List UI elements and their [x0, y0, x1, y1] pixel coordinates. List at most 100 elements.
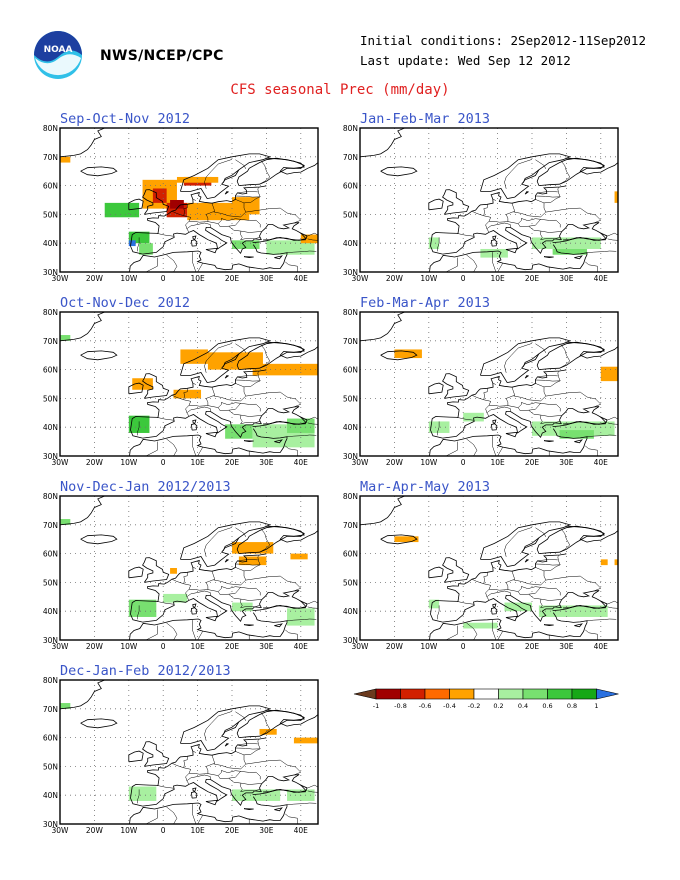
lon-tick-label: 10W: [120, 458, 138, 467]
lon-tick-label: 20W: [386, 458, 404, 467]
lon-tick-label: 20E: [225, 274, 240, 283]
anomaly-cell: [60, 156, 71, 163]
coastlines: [360, 312, 618, 456]
anomaly-cell: [552, 248, 588, 255]
lon-tick-label: 20W: [386, 274, 404, 283]
map-panel-djf: Dec-Jan-Feb 2012/2013 30W 20W 10W 0 10E 20E 30…: [30, 660, 330, 840]
anomaly-layer: [60, 519, 315, 626]
lon-tick-label: 30W: [352, 642, 370, 651]
colorbar-segment: [424, 688, 450, 700]
lat-tick-label: 40N: [43, 607, 58, 616]
lat-tick-label: 30N: [43, 452, 58, 461]
anomaly-cell: [163, 593, 188, 603]
lon-tick-label: 10W: [420, 274, 438, 283]
lon-tick-label: 20E: [525, 642, 540, 651]
anomaly-cell: [176, 176, 219, 183]
lon-tick-label: 30E: [259, 826, 274, 835]
anomaly-layer: [60, 156, 318, 255]
lat-tick-label: 60N: [343, 550, 358, 559]
lat-tick-label: 30N: [343, 452, 358, 461]
anomaly-cell: [463, 622, 498, 629]
lon-tick-label: 20W: [386, 642, 404, 651]
lat-tick-label: 70N: [343, 521, 358, 530]
lon-tick-label: 30E: [259, 458, 274, 467]
coastlines: [360, 496, 618, 640]
lon-tick-label: 10E: [490, 274, 505, 283]
anomaly-cell: [287, 418, 315, 433]
colorbar-segment: [571, 688, 597, 700]
colorbar-label: 0.8: [567, 702, 577, 710]
lat-tick-label: 70N: [343, 153, 358, 162]
graticule: [360, 496, 618, 640]
lon-tick-label: 30W: [52, 274, 70, 283]
panel-title: Jan-Feb-Mar 2013: [360, 111, 491, 127]
lat-tick-label: 60N: [343, 182, 358, 191]
colorbar-label: -0.4: [443, 702, 456, 710]
lat-tick-label: 40N: [343, 423, 358, 432]
graticule: [60, 496, 318, 640]
lat-tick-label: 60N: [343, 366, 358, 375]
map-panel-fma: Feb-Mar-Apr 2013 30W 20W 10W 0 10E 20E 30E 40E 8…: [330, 292, 630, 472]
map-frame: [359, 311, 619, 457]
colorbar-label: 0.2: [493, 702, 503, 710]
lat-tick-label: 70N: [43, 337, 58, 346]
anomaly-cell: [60, 335, 71, 341]
lat-tick-label: 40N: [343, 239, 358, 248]
graticule: [60, 680, 318, 824]
lat-tick-label: 80N: [43, 124, 58, 133]
lat-tick-label: 70N: [43, 153, 58, 162]
precip-map: 30W 20W 10W 0 10E 20E 30E 40E 80N 70N 60N 50N 40N 30N: [343, 492, 619, 651]
graticule: [360, 312, 618, 456]
colorbar-segment: [400, 688, 426, 700]
lon-tick-label: 40E: [594, 274, 609, 283]
anomaly-layer: [394, 536, 618, 629]
panel-title: Feb-Mar-Apr 2013: [360, 295, 491, 311]
anomaly-cell: [428, 599, 440, 609]
lat-tick-label: 40N: [43, 791, 58, 800]
lon-tick-label: 30W: [352, 458, 370, 467]
colorbar-segment: [498, 688, 524, 700]
lon-tick-label: 20E: [225, 826, 240, 835]
map-panel-ond: Oct-Nov-Dec 2012 30W 20W 10W 0 10E 20E 30E 40E 8…: [30, 292, 330, 472]
map-panel-mam: Mar-Apr-May 2013 30W 20W 10W 0 10E 20E 30E 40E 8…: [330, 476, 630, 656]
lon-tick-label: 30W: [52, 642, 70, 651]
anomaly-cell: [600, 559, 608, 566]
lon-tick-label: 30E: [259, 642, 274, 651]
lon-tick-label: 10W: [420, 458, 438, 467]
colorbar-label: -0.8: [394, 702, 407, 710]
lon-tick-label: 10E: [190, 274, 205, 283]
anomaly-cell: [290, 553, 308, 560]
anomaly-cell: [132, 378, 153, 390]
anomaly-cell: [170, 568, 177, 574]
anomaly-cell: [232, 542, 274, 554]
anomaly-cell: [225, 424, 253, 439]
anomaly-cell: [207, 352, 263, 370]
lon-tick-label: 30E: [559, 274, 574, 283]
lat-tick-label: 30N: [43, 820, 58, 829]
lon-tick-label: 30W: [352, 274, 370, 283]
lat-tick-label: 80N: [43, 492, 58, 501]
anomaly-cell: [60, 519, 71, 525]
lat-tick-label: 80N: [343, 308, 358, 317]
lat-tick-label: 30N: [343, 636, 358, 645]
lon-tick-label: 40E: [594, 642, 609, 651]
svg-text:NOAA: NOAA: [44, 45, 73, 55]
colorbar-label: 1: [594, 702, 598, 710]
noaa-logo-icon: NOAA: [34, 31, 82, 79]
lon-tick-label: 30E: [559, 642, 574, 651]
lon-tick-label: 10E: [490, 642, 505, 651]
anomaly-cell: [394, 349, 422, 359]
lon-tick-label: 20W: [86, 826, 104, 835]
graticule: [360, 128, 618, 272]
coastlines: [60, 312, 318, 456]
anomaly-cell: [60, 703, 71, 709]
precip-map: 30W 20W 10W 0 10E 20E 30E 40E 80N 70N 60N 50N 40N 30N: [343, 308, 619, 467]
lon-tick-label: 40E: [294, 642, 309, 651]
anomaly-cell: [232, 240, 260, 249]
anomaly-cell: [614, 191, 618, 203]
map-frame: [359, 495, 619, 641]
panel-title: Nov-Dec-Jan 2012/2013: [60, 479, 231, 495]
graticule: [60, 128, 318, 272]
anomaly-cell: [170, 200, 184, 209]
anomaly-cell: [559, 430, 594, 439]
